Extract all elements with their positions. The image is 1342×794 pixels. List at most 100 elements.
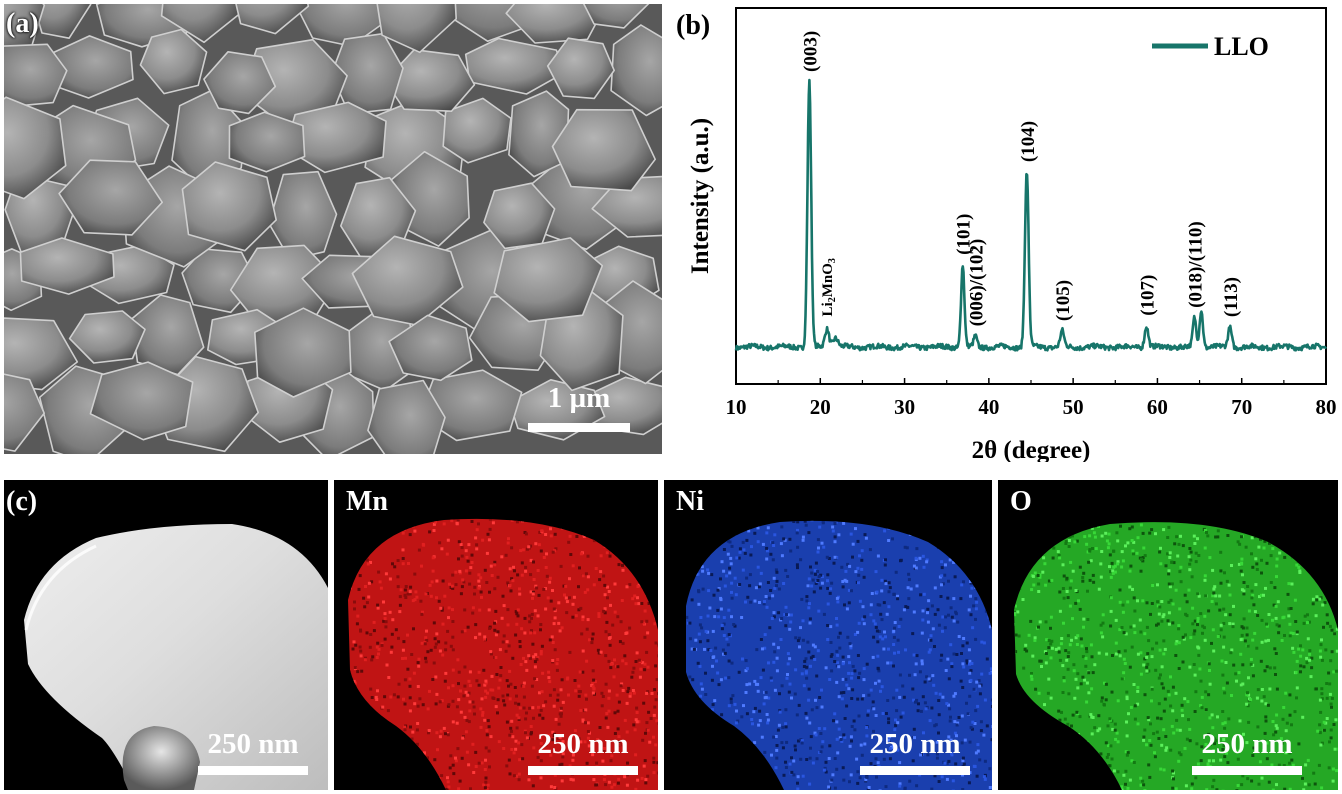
eds-speckle	[1014, 633, 1018, 637]
eds-speckle	[1206, 505, 1209, 508]
eds-speckle	[796, 498, 799, 501]
eds-speckle	[432, 529, 436, 532]
eds-speckle	[1126, 541, 1130, 545]
eds-speckle	[1218, 594, 1222, 598]
eds-speckle	[619, 620, 623, 624]
eds-speckle	[413, 572, 417, 576]
eds-speckle	[965, 543, 969, 547]
eds-speckle	[358, 521, 361, 525]
eds-speckle	[1121, 610, 1125, 614]
eds-speckle	[971, 626, 975, 630]
eds-speckle	[1324, 506, 1327, 509]
eds-speckle	[1083, 535, 1087, 539]
eds-speckle	[767, 696, 771, 700]
sem-particle	[228, 111, 306, 173]
eds-speckle	[513, 515, 516, 518]
eds-speckle	[1203, 510, 1206, 513]
eds-speckle	[451, 763, 455, 767]
eds-speckle	[1327, 535, 1331, 539]
eds-speckle	[808, 502, 811, 505]
eds-speckle	[745, 576, 749, 580]
eds-speckle	[837, 533, 841, 537]
eds-speckle	[403, 702, 407, 706]
eds-speckle	[981, 501, 984, 504]
eds-speckle	[520, 561, 524, 565]
o-map-label: O	[1010, 486, 1032, 517]
eds-speckle	[814, 493, 817, 496]
eds-speckle	[1075, 763, 1079, 767]
eds-speckle	[874, 714, 878, 717]
eds-speckle	[849, 644, 853, 648]
x-tick-label: 80	[1316, 395, 1337, 419]
eds-speckle	[1216, 635, 1220, 638]
eds-speckle	[934, 723, 938, 727]
eds-speckle	[849, 646, 853, 650]
eds-speckle	[1100, 503, 1103, 506]
eds-speckle	[822, 768, 826, 772]
eds-speckle	[631, 494, 634, 497]
eds-speckle	[1159, 717, 1163, 721]
eds-speckle	[523, 496, 526, 499]
eds-speckle	[358, 774, 361, 778]
eds-speckle	[385, 762, 389, 766]
eds-speckle	[665, 588, 668, 591]
eds-speckle	[429, 786, 433, 789]
eds-speckle	[1212, 591, 1216, 595]
eds-speckle	[553, 609, 557, 613]
eds-speckle	[956, 538, 960, 542]
eds-speckle	[1085, 647, 1088, 651]
eds-speckle	[1291, 502, 1294, 505]
eds-speckle	[636, 596, 639, 600]
eds-speckle	[1067, 651, 1071, 655]
eds-speckle	[887, 605, 891, 609]
eds-speckle	[1308, 483, 1311, 486]
eds-speckle	[877, 669, 881, 673]
eds-speckle	[481, 538, 485, 542]
eds-speckle	[610, 549, 614, 553]
eds-speckle	[484, 689, 488, 693]
eds-speckle	[733, 754, 737, 758]
eds-speckle	[1079, 637, 1083, 641]
eds-speckle	[929, 638, 933, 642]
eds-speckle	[1329, 510, 1332, 513]
eds-speckle	[390, 486, 393, 489]
eds-speckle	[367, 595, 371, 599]
eds-speckle	[697, 739, 701, 743]
eds-speckle	[1171, 602, 1175, 606]
eds-speckle	[561, 752, 565, 756]
eds-speckle	[1087, 671, 1091, 675]
eds-speckle	[608, 554, 612, 558]
eds-speckle	[706, 639, 710, 643]
eds-speckle	[974, 617, 977, 621]
eds-speckle	[529, 558, 533, 562]
eds-speckle	[1046, 769, 1050, 773]
eds-speckle	[609, 542, 613, 546]
eds-speckle	[641, 738, 645, 742]
eds-speckle	[1237, 562, 1241, 566]
eds-speckle	[1011, 732, 1014, 735]
eds-speckle	[559, 490, 562, 493]
eds-speckle	[617, 563, 621, 567]
eds-speckle	[1068, 643, 1072, 647]
eds-speckle	[1263, 731, 1267, 735]
eds-speckle	[988, 529, 992, 533]
eds-speckle	[796, 566, 799, 570]
eds-speckle	[773, 650, 777, 654]
eds-speckle	[518, 592, 522, 596]
eds-speckle	[1118, 588, 1122, 592]
eds-speckle	[1207, 693, 1211, 697]
eds-speckle	[1086, 550, 1090, 554]
eds-speckle	[1294, 502, 1297, 505]
eds-speckle	[1284, 729, 1288, 733]
eds-speckle	[763, 600, 766, 604]
eds-speckle	[1251, 523, 1255, 527]
eds-speckle	[944, 543, 948, 547]
panel-a-scale-bar	[528, 423, 630, 432]
eds-speckle	[1200, 706, 1204, 710]
eds-speckle	[1305, 494, 1308, 497]
eds-speckle	[817, 727, 821, 730]
eds-speckle	[1247, 720, 1251, 724]
eds-speckle	[536, 569, 540, 572]
eds-speckle	[382, 536, 386, 540]
eds-speckle	[1080, 644, 1084, 648]
